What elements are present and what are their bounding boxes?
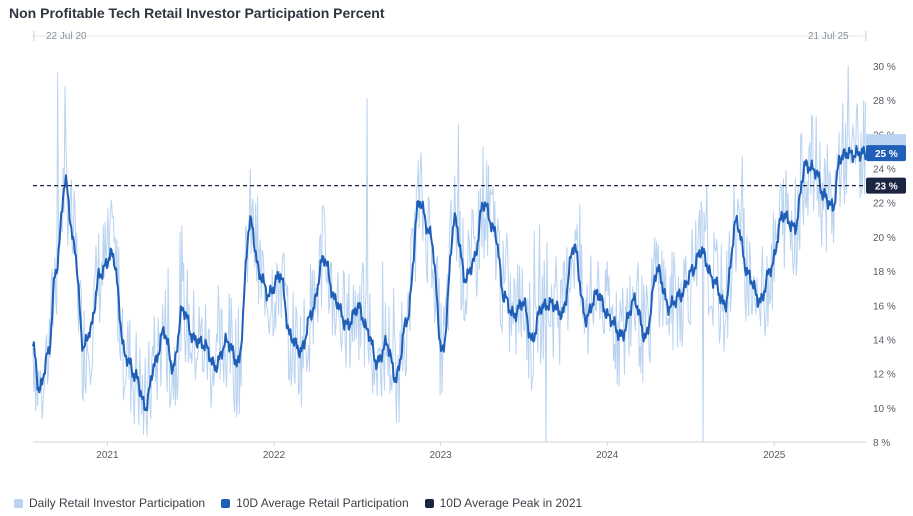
avg-participation-series [32,145,867,412]
daily-end-marker [866,134,906,149]
y-axis: 8 %10 %12 %14 %16 %18 %20 %22 %24 %26 %2… [873,62,896,449]
x-tick-label: 2021 [96,450,119,461]
legend-swatch-peak [424,498,434,508]
legend-label-daily: Daily Retail Investor Participation [29,496,206,510]
daily-participation-series [32,65,866,443]
legend-item-peak[interactable]: 10D Average Peak in 2021 [424,496,583,510]
legend-item-avg[interactable]: 10D Average Retail Participation [221,496,409,510]
daily-participation-line [32,65,866,443]
y-tick-label: 16 % [873,301,896,312]
avg-end-label: 25 % [875,149,898,160]
y-tick-label: 10 % [873,404,896,415]
legend-label-avg: 10D Average Retail Participation [236,496,409,510]
avg-participation-line [32,145,867,412]
range-navigator[interactable] [32,31,867,41]
x-tick-label: 2024 [596,450,619,461]
legend-item-daily[interactable]: Daily Retail Investor Participation [14,496,205,510]
y-tick-label: 28 % [873,96,896,107]
y-tick-label: 22 % [873,199,896,210]
legend-swatch-avg [221,498,231,508]
y-tick-label: 12 % [873,370,896,381]
chart-legend: Daily Retail Investor Participation 10D … [14,496,582,510]
range-end-label: 21 Jul 25 [808,31,849,42]
legend-label-peak: 10D Average Peak in 2021 [439,496,583,510]
y-tick-label: 8 % [873,438,890,449]
range-start-label: 22 Jul 20 [46,31,87,42]
chart-canvas: 8 %10 %12 %14 %16 %18 %20 %22 %24 %26 %2… [32,31,906,461]
y-tick-label: 24 % [873,165,896,176]
y-tick-label: 30 % [873,62,896,73]
y-tick-label: 14 % [873,335,896,346]
peak-end-label-bg [866,177,906,194]
peak-end-label: 23 % [875,182,898,193]
y-tick-label: 20 % [873,233,896,244]
avg-end-label-bg [866,145,906,162]
x-tick-label: 2023 [429,450,452,461]
y-tick-label: 18 % [873,267,896,278]
x-tick-label: 2025 [763,450,786,461]
x-axis: 2021 2022 2023 2024 2025 [33,441,866,461]
end-labels: 25 % 23 % [866,134,906,194]
chart-title: Non Profitable Tech Retail Investor Part… [9,5,385,21]
x-tick-label: 2022 [263,450,286,461]
legend-swatch-daily [14,498,23,508]
